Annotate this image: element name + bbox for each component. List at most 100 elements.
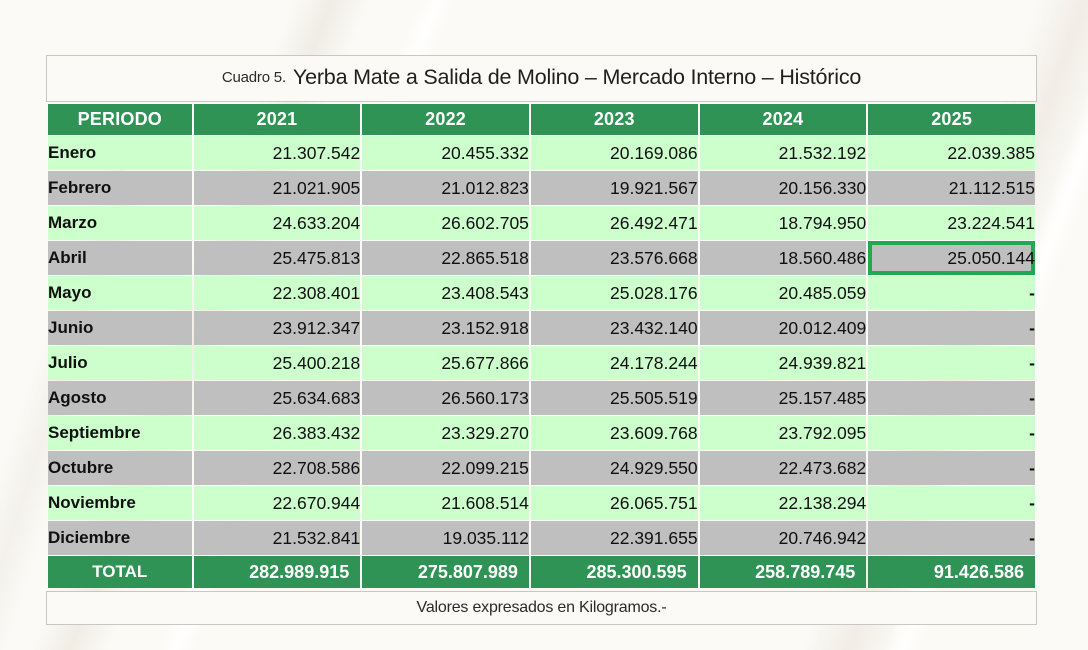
total-cell: 91.426.586 (868, 556, 1035, 588)
column-header-2025: 2025 (868, 104, 1035, 135)
data-cell: 25.475.813 (193, 241, 361, 275)
data-cell: 26.383.432 (193, 416, 361, 450)
column-header-2021: 2021 (193, 104, 361, 135)
row-label-marzo: Marzo (48, 206, 192, 240)
data-cell: 25.028.176 (530, 276, 698, 310)
table-footer-total: TOTAL 282.989.915 275.807.989 285.300.595 25… (48, 556, 1035, 588)
table-row: Marzo 24.633.204 26.602.705 26.492.471 18.79… (48, 206, 1035, 240)
total-label: TOTAL (48, 556, 192, 588)
data-cell: 21.608.514 (362, 486, 529, 520)
table-row: Agosto 25.634.683 26.560.173 25.505.519 25.1… (48, 381, 1035, 415)
data-cell: 21.307.542 (193, 136, 361, 170)
data-cell: 21.021.905 (193, 171, 361, 205)
data-cell: 22.473.682 (699, 451, 867, 485)
data-cell: 22.308.401 (193, 276, 361, 310)
row-label-agosto: Agosto (48, 381, 192, 415)
row-label-abril: Abril (48, 241, 192, 275)
column-header-periodo: PERIODO (48, 104, 192, 135)
data-table-block: Cuadro 5. Yerba Mate a Salida de Molino … (46, 55, 1037, 625)
table-title: Cuadro 5. Yerba Mate a Salida de Molino … (46, 55, 1037, 102)
row-label-noviembre: Noviembre (48, 486, 192, 520)
data-cell: 23.408.543 (362, 276, 529, 310)
data-cell: 19.921.567 (530, 171, 698, 205)
table-row: Abril 25.475.813 22.865.518 23.576.668 18.56… (48, 241, 1035, 275)
table-row: Febrero 21.021.905 21.012.823 19.921.567 20.… (48, 171, 1035, 205)
data-cell: 23.224.541 (868, 206, 1035, 240)
data-cell: 22.391.655 (530, 521, 698, 555)
row-label-septiembre: Septiembre (48, 416, 192, 450)
highlighted-cell: 25.050.144 (868, 241, 1035, 275)
data-cell: 18.794.950 (699, 206, 867, 240)
total-cell: 282.989.915 (193, 556, 361, 588)
data-cell: 22.708.586 (193, 451, 361, 485)
data-cell: 23.432.140 (530, 311, 698, 345)
table-row: Junio 23.912.347 23.152.918 23.432.140 20.01… (48, 311, 1035, 345)
row-label-febrero: Febrero (48, 171, 192, 205)
data-cell: 23.152.918 (362, 311, 529, 345)
data-cell: 22.039.385 (868, 136, 1035, 170)
data-cell: 24.633.204 (193, 206, 361, 240)
data-cell: 20.485.059 (699, 276, 867, 310)
table-header: PERIODO 2021 2022 2023 2024 2025 (48, 104, 1035, 135)
data-cell: 26.560.173 (362, 381, 529, 415)
data-cell: 25.505.519 (530, 381, 698, 415)
data-cell: 21.532.841 (193, 521, 361, 555)
table-row: Septiembre 26.383.432 23.329.270 23.609.768… (48, 416, 1035, 450)
column-header-2024: 2024 (699, 104, 867, 135)
yerba-mate-table: PERIODO 2021 2022 2023 2024 2025 Enero 21.307.… (46, 103, 1037, 589)
data-cell: 25.400.218 (193, 346, 361, 380)
row-label-octubre: Octubre (48, 451, 192, 485)
column-header-2023: 2023 (530, 104, 698, 135)
data-cell: 23.609.768 (530, 416, 698, 450)
data-cell: 21.012.823 (362, 171, 529, 205)
table-row: Octubre 22.708.586 22.099.215 24.929.550 22.… (48, 451, 1035, 485)
data-cell: 22.138.294 (699, 486, 867, 520)
footnote-text: Valores expresados en Kilogramos.- (416, 599, 667, 616)
table-header-row: PERIODO 2021 2022 2023 2024 2025 (48, 104, 1035, 135)
data-cell: 23.576.668 (530, 241, 698, 275)
data-cell: - (868, 451, 1035, 485)
data-cell: 26.602.705 (362, 206, 529, 240)
data-cell: 22.670.944 (193, 486, 361, 520)
table-footnote: Valores expresados en Kilogramos.- (46, 591, 1037, 625)
data-cell: 22.865.518 (362, 241, 529, 275)
row-label-diciembre: Diciembre (48, 521, 192, 555)
total-cell: 258.789.745 (699, 556, 867, 588)
data-cell: 24.178.244 (530, 346, 698, 380)
data-cell: 25.157.485 (699, 381, 867, 415)
table-title-prefix: Cuadro 5. (221, 69, 286, 86)
data-cell: 18.560.486 (699, 241, 867, 275)
data-cell: 21.532.192 (699, 136, 867, 170)
table-row: Mayo 22.308.401 23.408.543 25.028.176 20.485… (48, 276, 1035, 310)
total-cell: 285.300.595 (530, 556, 698, 588)
data-cell: - (868, 276, 1035, 310)
data-cell: - (868, 521, 1035, 555)
data-cell: 20.169.086 (530, 136, 698, 170)
data-cell: 25.677.866 (362, 346, 529, 380)
data-cell: 20.746.942 (699, 521, 867, 555)
data-cell: - (868, 346, 1035, 380)
column-header-2022: 2022 (362, 104, 529, 135)
row-label-mayo: Mayo (48, 276, 192, 310)
data-cell: 24.939.821 (699, 346, 867, 380)
data-cell: 24.929.550 (530, 451, 698, 485)
data-cell: 26.065.751 (530, 486, 698, 520)
table-title-main: Yerba Mate a Salida de Molino – Mercado … (292, 65, 862, 89)
row-label-julio: Julio (48, 346, 192, 380)
data-cell: 21.112.515 (868, 171, 1035, 205)
data-cell: - (868, 486, 1035, 520)
table-row: Julio 25.400.218 25.677.866 24.178.244 24.93… (48, 346, 1035, 380)
table-row: Enero 21.307.542 20.455.332 20.169.086 21.53… (48, 136, 1035, 170)
data-cell: - (868, 311, 1035, 345)
data-cell: - (868, 416, 1035, 450)
data-cell: 20.455.332 (362, 136, 529, 170)
data-cell: 20.012.409 (699, 311, 867, 345)
data-cell: 23.912.347 (193, 311, 361, 345)
data-cell: 22.099.215 (362, 451, 529, 485)
row-label-junio: Junio (48, 311, 192, 345)
total-row: TOTAL 282.989.915 275.807.989 285.300.595 25… (48, 556, 1035, 588)
data-cell: 26.492.471 (530, 206, 698, 240)
row-label-enero: Enero (48, 136, 192, 170)
data-cell: 19.035.112 (362, 521, 529, 555)
table-row: Noviembre 22.670.944 21.608.514 26.065.751 2… (48, 486, 1035, 520)
